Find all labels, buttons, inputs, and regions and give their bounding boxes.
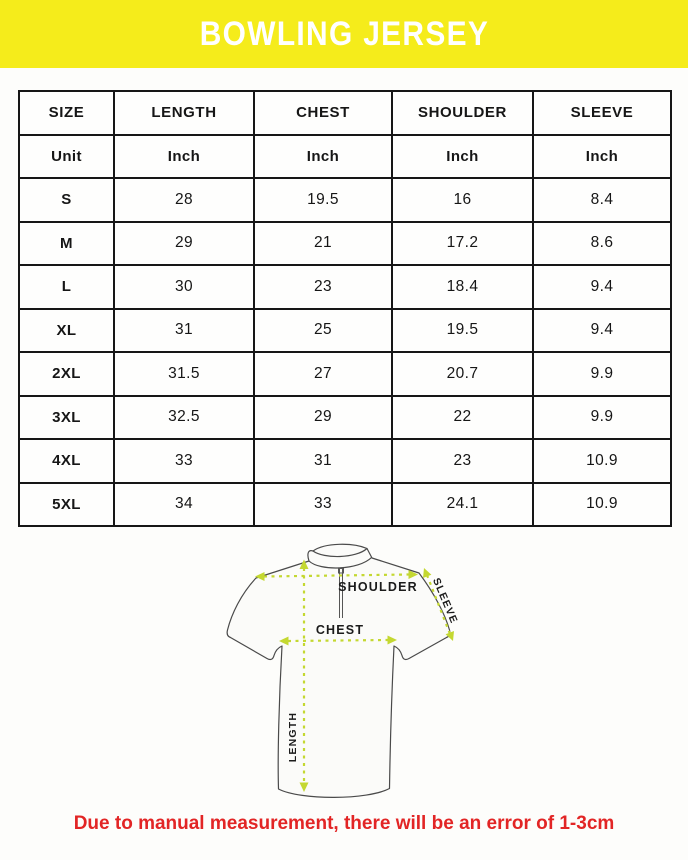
value-cell: Inch bbox=[113, 133, 255, 179]
value-cell: 33 bbox=[113, 438, 255, 484]
table-row: S 28 19.5 16 8.4 bbox=[18, 177, 672, 223]
value-cell: 10.9 bbox=[532, 438, 672, 484]
value-cell: 19.5 bbox=[253, 177, 393, 223]
value-cell: 31.5 bbox=[113, 351, 255, 397]
value-cell: 8.4 bbox=[532, 177, 672, 223]
value-cell: SLEEVE bbox=[532, 90, 672, 136]
value-cell: 9.9 bbox=[532, 351, 672, 397]
size-cell: 4XL bbox=[18, 438, 115, 484]
page-title: BOWLING JERSEY bbox=[199, 14, 489, 53]
sleeve-line bbox=[425, 574, 452, 635]
table-row: 2XL 31.5 27 20.7 9.9 bbox=[18, 351, 672, 397]
table-row: 3XL 32.5 29 22 9.9 bbox=[18, 394, 672, 440]
size-cell: SIZE bbox=[18, 90, 115, 136]
measurement-arrowheads bbox=[255, 559, 454, 792]
size-chart-table: SIZE LENGTH CHEST SHOULDER SLEEVE Unit Inch In… bbox=[18, 90, 672, 527]
value-cell: 16 bbox=[391, 177, 534, 223]
size-cell: L bbox=[18, 264, 115, 310]
length-label: LENGTH bbox=[287, 712, 299, 762]
unit-row: Unit Inch Inch Inch Inch bbox=[18, 133, 672, 179]
value-cell: 31 bbox=[113, 307, 255, 353]
shoulder-label: SHOULDER bbox=[338, 580, 418, 594]
value-cell: 18.4 bbox=[391, 264, 534, 310]
measurement-disclaimer: Due to manual measurement, there will be… bbox=[73, 813, 615, 834]
value-cell: 29 bbox=[113, 220, 255, 266]
size-cell: XL bbox=[18, 307, 115, 353]
table-row: L 30 23 18.4 9.4 bbox=[18, 264, 672, 310]
value-cell: 31 bbox=[253, 438, 393, 484]
table-row: 4XL 33 31 23 10.9 bbox=[18, 438, 672, 484]
measurement-lines bbox=[263, 568, 452, 784]
value-cell: 33 bbox=[253, 481, 393, 527]
value-cell: CHEST bbox=[253, 90, 393, 136]
size-cell: 3XL bbox=[18, 394, 115, 440]
value-cell: 9.4 bbox=[532, 264, 672, 310]
collar-inner bbox=[312, 547, 368, 558]
title-banner: BOWLING JERSEY bbox=[0, 0, 688, 68]
table-header-row: SIZE LENGTH CHEST SHOULDER SLEEVE bbox=[18, 90, 672, 136]
value-cell: Inch bbox=[391, 133, 534, 179]
value-cell: 9.9 bbox=[532, 394, 672, 440]
value-cell: 28 bbox=[113, 177, 255, 223]
value-cell: 22 bbox=[391, 394, 534, 440]
table-row: XL 31 25 19.5 9.4 bbox=[18, 307, 672, 353]
value-cell: 21 bbox=[253, 220, 393, 266]
value-cell: 17.2 bbox=[391, 220, 534, 266]
value-cell: Inch bbox=[253, 133, 393, 179]
value-cell: 34 bbox=[113, 481, 255, 527]
value-cell: 8.6 bbox=[532, 220, 672, 266]
value-cell: 19.5 bbox=[391, 307, 534, 353]
shoulder-line bbox=[263, 573, 410, 578]
table-row: M 29 21 17.2 8.6 bbox=[18, 220, 672, 266]
table-row: 5XL 34 33 24.1 10.9 bbox=[18, 481, 672, 527]
size-cell: 5XL bbox=[18, 481, 115, 527]
value-cell: 9.4 bbox=[532, 307, 672, 353]
value-cell: Inch bbox=[532, 133, 672, 179]
size-cell: S bbox=[18, 177, 115, 223]
value-cell: 23 bbox=[391, 438, 534, 484]
value-cell: 24.1 bbox=[391, 481, 534, 527]
value-cell: 30 bbox=[113, 264, 255, 310]
chest-label: CHEST bbox=[316, 623, 364, 637]
size-cell: M bbox=[18, 220, 115, 266]
size-cell: 2XL bbox=[18, 351, 115, 397]
size-table-body: Unit Inch Inch Inch Inch S 28 19.5 16 8.4 M 29 21 17… bbox=[18, 133, 672, 527]
value-cell: SHOULDER bbox=[391, 90, 534, 136]
value-cell: 29 bbox=[253, 394, 393, 440]
value-cell: 20.7 bbox=[391, 351, 534, 397]
value-cell: 10.9 bbox=[532, 481, 672, 527]
size-cell: Unit bbox=[18, 133, 115, 179]
value-cell: 27 bbox=[253, 351, 393, 397]
value-cell: 23 bbox=[253, 264, 393, 310]
chest-line bbox=[287, 638, 389, 643]
value-cell: 25 bbox=[253, 307, 393, 353]
value-cell: LENGTH bbox=[113, 90, 255, 136]
value-cell: 32.5 bbox=[113, 394, 255, 440]
jersey-measurement-diagram: SHOULDER CHEST SLEEVE LENGTH bbox=[226, 543, 460, 798]
